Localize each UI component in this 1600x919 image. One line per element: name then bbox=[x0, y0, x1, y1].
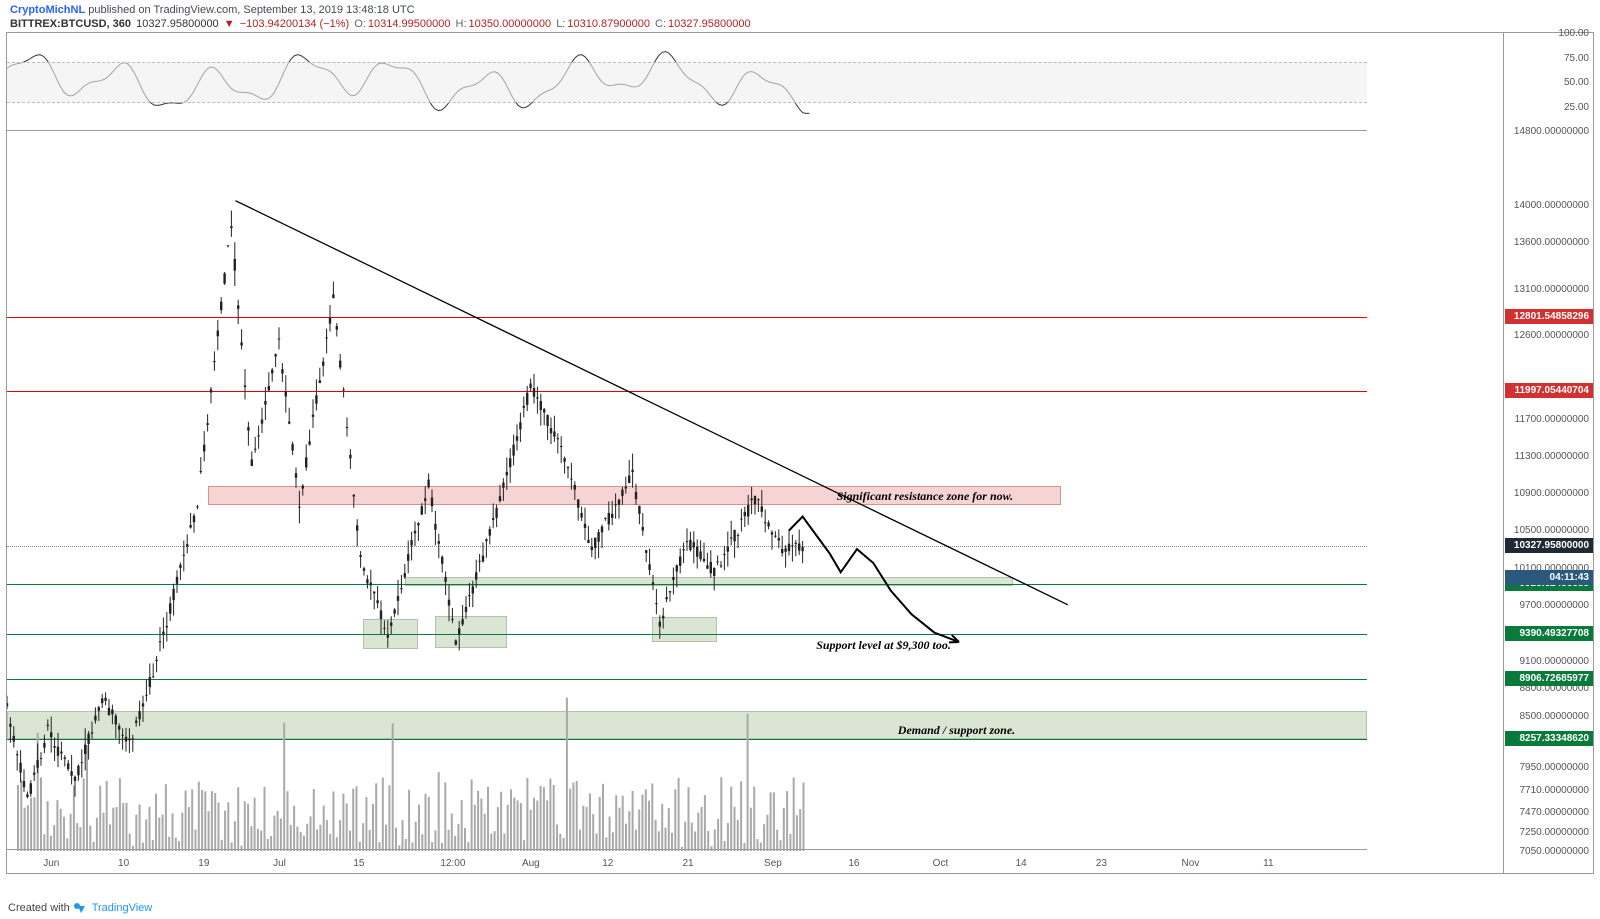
y-axis: 100.0075.0050.0025.0014800.0000000014000… bbox=[1504, 32, 1594, 874]
x-tick: 19 bbox=[198, 858, 209, 869]
y-tick: 12600.00000000 bbox=[1514, 330, 1589, 341]
l-label: L: bbox=[556, 18, 565, 30]
o-label: O: bbox=[354, 18, 366, 30]
rsi-tick: 50.00 bbox=[1564, 77, 1589, 88]
x-tick: 12:00 bbox=[440, 858, 465, 869]
author-name: CryptoMichNL bbox=[10, 4, 85, 16]
rsi-tick: 100.00 bbox=[1558, 28, 1589, 39]
rsi-band-top bbox=[7, 62, 1367, 63]
level-box: 04:11:43 bbox=[1505, 570, 1593, 585]
x-tick: Jul bbox=[273, 858, 286, 869]
x-tick: 21 bbox=[682, 858, 693, 869]
y-tick: 7470.00000000 bbox=[1519, 807, 1589, 818]
y-tick: 9700.00000000 bbox=[1519, 600, 1589, 611]
rsi-tick: 75.00 bbox=[1564, 53, 1589, 64]
change-value: −103.94200134 (−1%) bbox=[240, 18, 349, 30]
y-tick: 8500.00000000 bbox=[1519, 711, 1589, 722]
tradingview-logo-icon bbox=[73, 901, 87, 915]
pub-date: September 13, 2019 13:48:18 UTC bbox=[243, 4, 414, 16]
y-tick: 13600.00000000 bbox=[1514, 237, 1589, 248]
price-chart bbox=[7, 131, 1367, 851]
x-tick: 15 bbox=[353, 858, 364, 869]
x-tick: Sep bbox=[764, 858, 782, 869]
y-tick: 14000.00000000 bbox=[1514, 200, 1589, 211]
annotation-resistance: Significant resistance zone for now. bbox=[837, 489, 1014, 504]
created-label: Created with bbox=[8, 902, 70, 914]
pub-site: published on TradingView.com, bbox=[88, 4, 240, 16]
time-axis: Jun 10 19 Jul 15 12:00 Aug 12 21 Sep 16 Oct 14 23 Nov 1… bbox=[7, 849, 1367, 873]
x-tick: 11 bbox=[1263, 858, 1273, 869]
annotation-demand: Demand / support zone. bbox=[898, 723, 1015, 738]
y-tick: 11700.00000000 bbox=[1515, 414, 1589, 425]
x-tick: Nov bbox=[1182, 858, 1200, 869]
publish-header: CryptoMichNL published on TradingView.co… bbox=[10, 4, 415, 16]
last-price: 10327.95800000 bbox=[136, 18, 219, 30]
brand-name: TradingView bbox=[92, 902, 153, 914]
c-value: 10327.95800000 bbox=[668, 18, 751, 30]
c-label: C: bbox=[655, 18, 666, 30]
x-tick: 12 bbox=[602, 858, 613, 869]
x-tick: Jun bbox=[43, 858, 59, 869]
down-arrow-icon: ▼ bbox=[224, 18, 235, 30]
rsi-band-bottom bbox=[7, 102, 1367, 103]
level-box: 10327.95800000 bbox=[1505, 538, 1593, 553]
y-tick: 10900.00000000 bbox=[1514, 488, 1589, 499]
ticker-line: BITTREX:BTCUSD, 360 10327.95800000 ▼ −10… bbox=[10, 18, 753, 30]
price-pane: Significant resistance zone for now. Sup… bbox=[7, 131, 1367, 851]
level-box: 12801.54858296 bbox=[1505, 309, 1593, 324]
symbol: BITTREX:BTCUSD, 360 bbox=[10, 18, 131, 30]
y-tick: 7710.00000000 bbox=[1519, 785, 1589, 796]
x-tick: Aug bbox=[522, 858, 540, 869]
level-box: 9390.49327708 bbox=[1505, 626, 1593, 641]
x-tick: 16 bbox=[848, 858, 859, 869]
created-with: Created with TradingView bbox=[8, 901, 152, 915]
rsi-band bbox=[7, 62, 1367, 101]
y-tick: 11300.00000000 bbox=[1515, 451, 1589, 462]
o-value: 10314.99500000 bbox=[368, 18, 451, 30]
h-value: 10350.00000000 bbox=[469, 18, 552, 30]
y-tick: 9100.00000000 bbox=[1519, 656, 1589, 667]
y-tick: 7250.00000000 bbox=[1519, 827, 1589, 838]
l-value: 10310.87900000 bbox=[567, 18, 650, 30]
chart-container: Significant resistance zone for now. Sup… bbox=[6, 32, 1504, 874]
level-box: 8906.72685977 bbox=[1505, 671, 1593, 686]
y-tick: 7950.00000000 bbox=[1519, 762, 1589, 773]
y-tick: 14800.00000000 bbox=[1514, 126, 1589, 137]
annotation-support: Support level at $9,300 too. bbox=[816, 638, 951, 653]
y-tick: 13100.00000000 bbox=[1514, 284, 1589, 295]
level-box: 11997.05440704 bbox=[1505, 383, 1593, 398]
level-box: 8257.33348620 bbox=[1505, 731, 1593, 746]
h-label: H: bbox=[456, 18, 467, 30]
y-tick: 10500.00000000 bbox=[1514, 525, 1589, 536]
rsi-tick: 25.00 bbox=[1564, 102, 1589, 113]
x-tick: 23 bbox=[1096, 858, 1107, 869]
x-tick: Oct bbox=[933, 858, 949, 869]
y-tick: 7050.00000000 bbox=[1519, 846, 1589, 857]
x-tick: 10 bbox=[118, 858, 129, 869]
x-tick: 14 bbox=[1016, 858, 1027, 869]
rsi-pane bbox=[7, 33, 1367, 131]
